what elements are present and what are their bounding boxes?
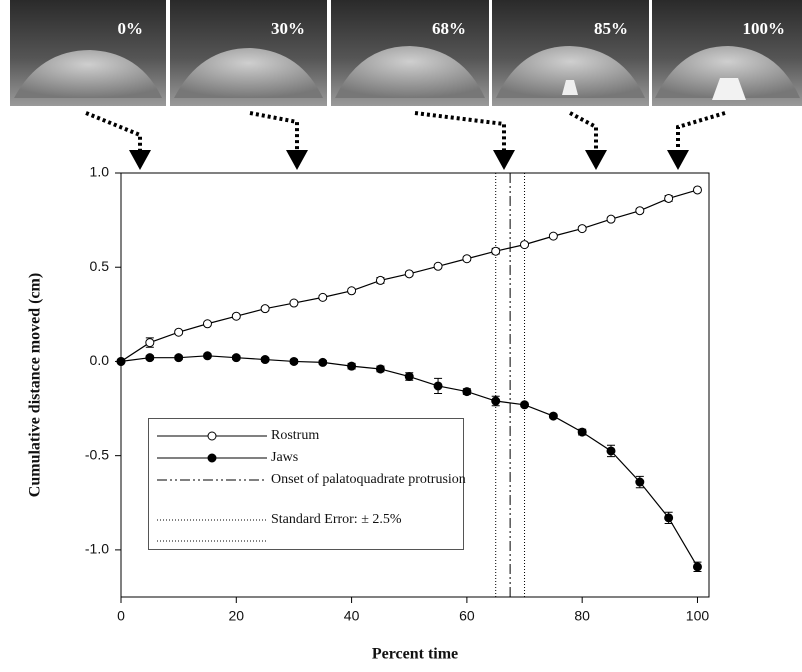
y-tick-label: 0.0 — [90, 352, 110, 368]
photo — [10, 0, 166, 106]
marker — [231, 353, 241, 363]
legend-label: Onset of palatoquadrate protrusion — [271, 472, 466, 487]
plot-frame — [120, 172, 710, 598]
legend-symbol — [157, 431, 267, 441]
marker — [692, 562, 702, 572]
marker — [635, 206, 645, 216]
marker — [491, 396, 501, 406]
marker — [404, 269, 414, 279]
y-tick-label: 0.5 — [90, 258, 110, 274]
marker — [548, 411, 558, 421]
x-tick-label: 20 — [229, 608, 245, 624]
x-tick-label: 100 — [686, 608, 710, 624]
marker — [606, 214, 616, 224]
legend-label: Rostrum — [271, 428, 320, 443]
marker — [462, 254, 472, 264]
y-axis-title: Cumulative distance moved (cm) — [27, 273, 44, 497]
marker — [664, 193, 674, 203]
arrow-line — [569, 111, 598, 150]
marker — [520, 240, 530, 250]
arrow-line — [85, 111, 142, 150]
legend-label: Standard Error: ± 2.5% — [271, 512, 402, 527]
photo — [492, 0, 649, 106]
marker — [635, 477, 645, 487]
marker — [577, 224, 587, 234]
legend-symbol — [157, 453, 267, 463]
y-tick-label: 1.0 — [90, 164, 110, 180]
y-tick-label: -0.5 — [85, 446, 109, 462]
arrows — [85, 111, 726, 150]
arrowheads — [129, 150, 689, 170]
legend-symbol — [157, 479, 267, 481]
legend-label: Jaws — [271, 450, 299, 465]
marker — [692, 185, 702, 195]
legend-symbol — [157, 519, 267, 542]
arrowhead — [493, 150, 515, 170]
x-tick-label: 60 — [459, 608, 475, 624]
legend: Rostrum Jaws Onset of palatoquadrate pro… — [148, 418, 466, 550]
marker — [375, 275, 385, 285]
marker — [318, 292, 328, 302]
photo-label: 85% — [594, 19, 628, 38]
marker — [347, 286, 357, 296]
photo — [331, 0, 489, 106]
photo — [170, 0, 327, 106]
x-tick-label: 40 — [344, 608, 360, 624]
marker — [202, 319, 212, 329]
marker — [375, 364, 385, 374]
photo-label: 100% — [743, 19, 786, 38]
photo-label: 30% — [271, 19, 305, 38]
marker — [520, 400, 530, 410]
marker — [145, 338, 155, 348]
arrow-line — [676, 111, 726, 150]
arrowhead — [667, 150, 689, 170]
marker — [174, 353, 184, 363]
photo-label: 0% — [118, 19, 144, 38]
marker — [433, 261, 443, 271]
photo-strip — [10, 0, 802, 106]
marker — [260, 355, 270, 365]
marker — [433, 381, 443, 391]
arrowhead — [585, 150, 607, 170]
arrowhead — [129, 150, 151, 170]
marker — [347, 361, 357, 371]
x-tick-label: 0 — [117, 608, 125, 624]
photo — [652, 0, 802, 106]
arrowhead — [286, 150, 308, 170]
x-axis-title: Percent time — [372, 646, 458, 663]
marker — [462, 387, 472, 397]
marker — [606, 446, 616, 456]
marker — [577, 427, 587, 437]
marker — [318, 357, 328, 367]
marker — [491, 246, 501, 256]
marker — [260, 304, 270, 314]
marker — [404, 372, 414, 382]
arrow-line — [414, 111, 506, 150]
arrow-line — [249, 111, 299, 150]
marker — [231, 311, 241, 321]
y-tick-label: -1.0 — [85, 541, 109, 557]
marker — [289, 298, 299, 308]
x-tick-label: 80 — [574, 608, 590, 624]
marker — [202, 351, 212, 361]
marker — [145, 353, 155, 363]
marker — [174, 327, 184, 337]
marker — [548, 231, 558, 241]
marker — [116, 356, 126, 366]
marker — [289, 356, 299, 366]
marker — [664, 513, 674, 523]
photo-label: 68% — [432, 19, 466, 38]
